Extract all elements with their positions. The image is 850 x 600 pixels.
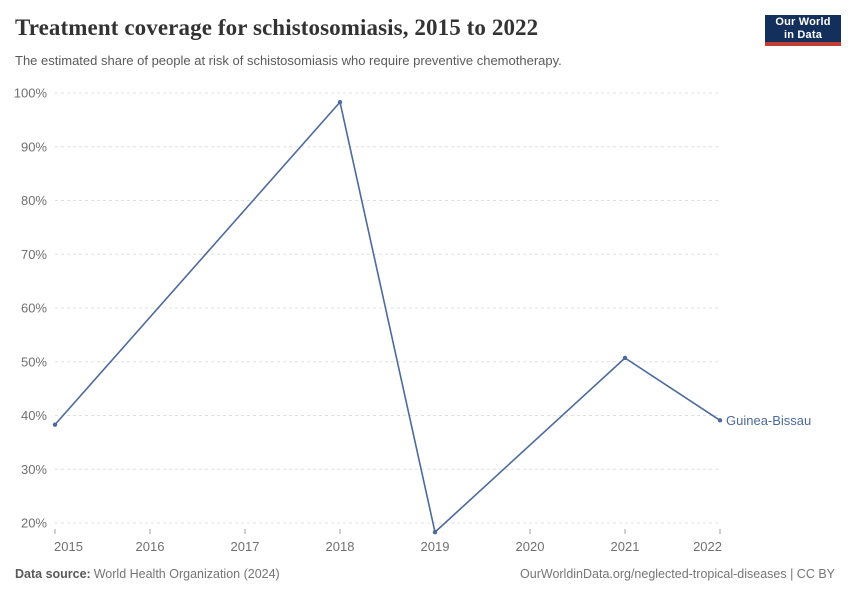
chart-title: Treatment coverage for schistosomiasis, … (15, 15, 539, 40)
y-axis-tick-label: 100% (14, 86, 48, 101)
data-source-value: World Health Organization (2024) (93, 567, 280, 581)
y-axis-tick-label: 30% (21, 462, 47, 477)
y-axis-tick-label: 90% (21, 139, 47, 154)
data-source: Data source: World Health Organization (2… (15, 567, 280, 581)
x-axis-tick-label: 2020 (516, 539, 545, 554)
data-point-marker[interactable] (622, 355, 628, 361)
x-axis-tick-label: 2016 (136, 539, 165, 554)
y-axis-tick-label: 20% (21, 516, 47, 531)
y-axis-tick-label: 80% (21, 193, 47, 208)
y-axis-tick-label: 70% (21, 247, 47, 262)
x-axis-tick-label: 2017 (231, 539, 260, 554)
entity-label[interactable]: Guinea-Bissau (726, 413, 811, 428)
x-axis-tick-label: 2021 (611, 539, 640, 554)
owid-url-link[interactable]: OurWorldinData.org/neglected-tropical-di… (520, 567, 835, 581)
owid-logo-line2: in Data (783, 28, 823, 41)
x-axis-tick-label: 2022 (693, 539, 722, 554)
data-source-label: Data source: (15, 567, 91, 581)
chart-subtitle: The estimated share of people at risk of… (15, 53, 562, 68)
owid-logo-line1: Our World (775, 15, 831, 28)
x-axis-tick-label: 2019 (421, 539, 450, 554)
x-axis-tick-label: 2015 (54, 539, 83, 554)
y-axis-tick-label: 60% (21, 301, 47, 316)
owid-logo[interactable]: Our World in Data (765, 15, 841, 46)
data-point-marker[interactable] (52, 422, 58, 427)
y-axis-tick-label: 50% (21, 354, 47, 369)
data-point-marker[interactable] (717, 418, 723, 423)
data-point-marker[interactable] (432, 529, 438, 535)
y-axis-tick-label: 40% (21, 408, 47, 423)
data-point-marker[interactable] (337, 99, 343, 105)
data-line[interactable] (54, 101, 721, 533)
x-axis-tick-label: 2018 (326, 539, 355, 554)
